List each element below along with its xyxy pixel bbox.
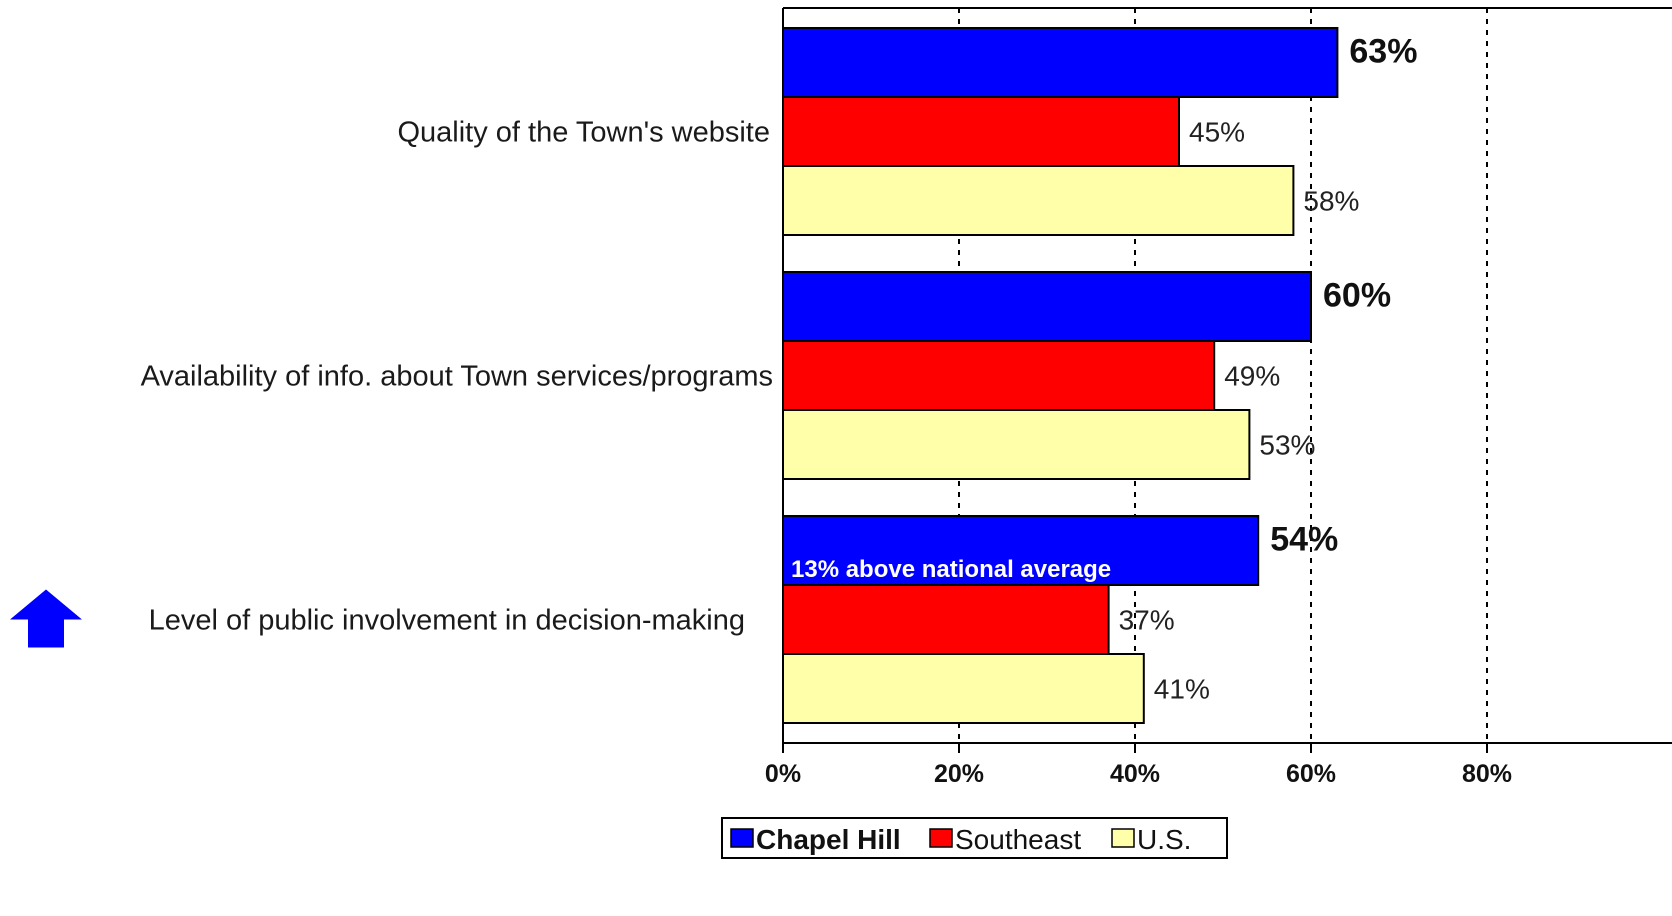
legend-swatch bbox=[929, 828, 953, 848]
legend-swatch bbox=[1111, 828, 1135, 848]
category-label: Level of public involvement in decision-… bbox=[149, 605, 745, 637]
value-labels: 63% 45% 58% 60% 49% 53% 54% 37% 41% bbox=[1119, 33, 1418, 705]
bar-southeast bbox=[782, 584, 1110, 655]
bar-u-s- bbox=[782, 165, 1295, 236]
value-label: 37% bbox=[1119, 605, 1175, 636]
x-tick-label: 60% bbox=[1286, 760, 1336, 788]
x-tick-labels: 0% 20% 40% 60% 80% bbox=[765, 760, 1512, 788]
value-label: 58% bbox=[1303, 186, 1359, 217]
axes bbox=[782, 7, 1672, 753]
legend-label: Chapel Hill bbox=[756, 824, 901, 855]
bar-southeast bbox=[782, 340, 1216, 411]
up-arrow-icon bbox=[10, 589, 82, 648]
bar-u-s- bbox=[782, 409, 1251, 480]
bars bbox=[782, 27, 1339, 724]
value-label: 41% bbox=[1154, 674, 1210, 705]
category-label: Availability of info. about Town service… bbox=[141, 361, 773, 393]
category-labels: Quality of the Town's website Availabilit… bbox=[141, 117, 773, 637]
x-tick-label: 40% bbox=[1110, 760, 1160, 788]
value-label: 49% bbox=[1224, 361, 1280, 392]
x-tick-label: 0% bbox=[765, 760, 801, 788]
bar-chapel-hill bbox=[782, 27, 1339, 98]
value-label: 63% bbox=[1349, 33, 1417, 71]
legend-label: U.S. bbox=[1137, 824, 1191, 855]
bar-southeast bbox=[782, 96, 1180, 167]
bar-u-s- bbox=[782, 653, 1145, 724]
legend-label: Southeast bbox=[955, 824, 1081, 855]
bar-chapel-hill bbox=[782, 271, 1312, 342]
legend-swatch bbox=[730, 828, 754, 848]
value-label: 45% bbox=[1189, 117, 1245, 148]
value-label: 54% bbox=[1270, 521, 1338, 559]
x-tick-label: 20% bbox=[934, 760, 984, 788]
x-tick-label: 80% bbox=[1462, 760, 1512, 788]
value-label: 53% bbox=[1259, 430, 1315, 461]
annotation-text: 13% above national average bbox=[791, 556, 1111, 583]
legend-box bbox=[721, 817, 1228, 859]
value-label: 60% bbox=[1323, 277, 1391, 315]
category-label: Quality of the Town's website bbox=[397, 117, 770, 149]
legend: Chapel Hill Southeast U.S. bbox=[721, 817, 1228, 859]
